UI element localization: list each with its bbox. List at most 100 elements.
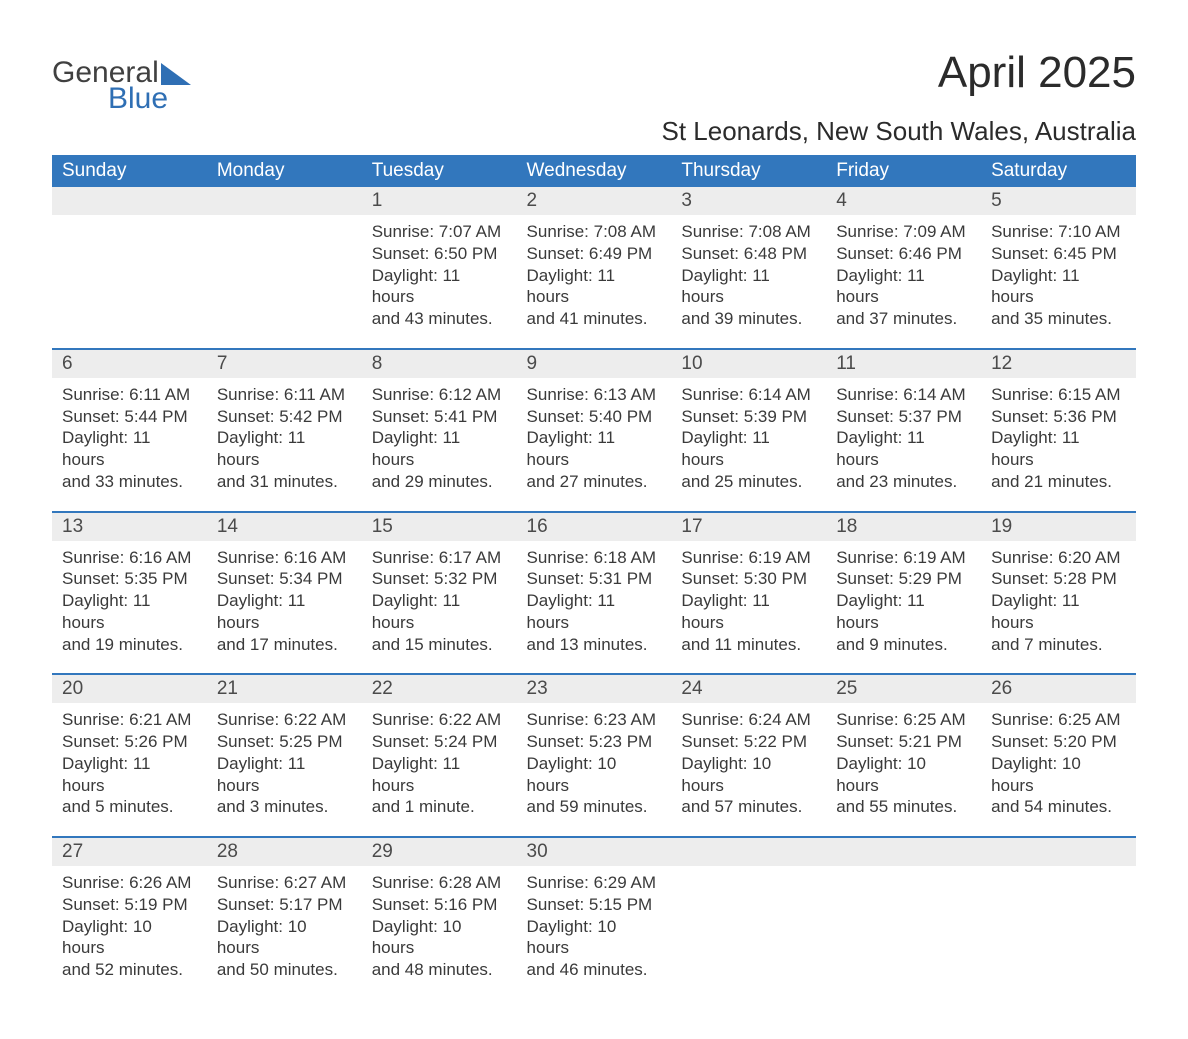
day-body-cell: Sunrise: 6:16 AMSunset: 5:35 PMDaylight:…: [52, 541, 207, 675]
daylight-text: and 48 minutes.: [372, 959, 507, 981]
sunset-text: Sunset: 5:17 PM: [217, 894, 352, 916]
daylight-text: Daylight: 11 hours: [836, 265, 971, 309]
daylight-text: Daylight: 11 hours: [62, 753, 197, 797]
day-number-cell: 5: [981, 187, 1136, 215]
daylight-text: and 52 minutes.: [62, 959, 197, 981]
daylight-text: and 19 minutes.: [62, 634, 197, 656]
daylight-text: and 41 minutes.: [527, 308, 662, 330]
day-number-cell: 24: [671, 674, 826, 703]
weekday-header: Saturday: [981, 155, 1136, 187]
sunrise-text: Sunrise: 6:15 AM: [991, 384, 1126, 406]
day-body-cell: Sunrise: 6:20 AMSunset: 5:28 PMDaylight:…: [981, 541, 1136, 675]
day-number-cell: 21: [207, 674, 362, 703]
sunrise-text: Sunrise: 6:19 AM: [836, 547, 971, 569]
day-body-cell: Sunrise: 7:08 AMSunset: 6:48 PMDaylight:…: [671, 215, 826, 349]
sunrise-text: Sunrise: 6:22 AM: [217, 709, 352, 731]
day-body-cell: Sunrise: 7:10 AMSunset: 6:45 PMDaylight:…: [981, 215, 1136, 349]
daylight-text: and 50 minutes.: [217, 959, 352, 981]
daylight-text: Daylight: 10 hours: [527, 753, 662, 797]
daylight-text: Daylight: 11 hours: [991, 427, 1126, 471]
day-body-cell: Sunrise: 6:25 AMSunset: 5:21 PMDaylight:…: [826, 703, 981, 837]
sunrise-text: Sunrise: 7:08 AM: [527, 221, 662, 243]
daylight-text: Daylight: 11 hours: [991, 590, 1126, 634]
day-body-cell: [671, 866, 826, 999]
daylight-text: Daylight: 11 hours: [836, 427, 971, 471]
week-row: Sunrise: 6:21 AMSunset: 5:26 PMDaylight:…: [52, 703, 1136, 837]
daylight-text: and 1 minute.: [372, 796, 507, 818]
day-body-cell: Sunrise: 6:15 AMSunset: 5:36 PMDaylight:…: [981, 378, 1136, 512]
daylight-text: Daylight: 10 hours: [62, 916, 197, 960]
weekday-header: Sunday: [52, 155, 207, 187]
daylight-text: and 13 minutes.: [527, 634, 662, 656]
sunset-text: Sunset: 5:41 PM: [372, 406, 507, 428]
sunset-text: Sunset: 5:31 PM: [527, 568, 662, 590]
daylight-text: Daylight: 11 hours: [527, 590, 662, 634]
sunrise-text: Sunrise: 6:13 AM: [527, 384, 662, 406]
day-number-cell: 23: [517, 674, 672, 703]
logo: General Blue: [52, 56, 191, 116]
daynum-row: 20212223242526: [52, 674, 1136, 703]
daylight-text: and 17 minutes.: [217, 634, 352, 656]
day-number-cell: 30: [517, 837, 672, 866]
day-number: 18: [836, 516, 857, 537]
daylight-text: Daylight: 10 hours: [836, 753, 971, 797]
daylight-text: Daylight: 11 hours: [217, 590, 352, 634]
daynum-row: 13141516171819: [52, 512, 1136, 541]
daylight-text: and 3 minutes.: [217, 796, 352, 818]
day-number-cell: 11: [826, 349, 981, 378]
day-number: 14: [217, 516, 238, 537]
day-number: 3: [681, 190, 692, 211]
day-body-cell: Sunrise: 7:07 AMSunset: 6:50 PMDaylight:…: [362, 215, 517, 349]
daylight-text: Daylight: 10 hours: [991, 753, 1126, 797]
sunrise-text: Sunrise: 6:11 AM: [62, 384, 197, 406]
daylight-text: and 57 minutes.: [681, 796, 816, 818]
day-number: 10: [681, 353, 702, 374]
day-number-cell: 22: [362, 674, 517, 703]
day-body-cell: Sunrise: 6:23 AMSunset: 5:23 PMDaylight:…: [517, 703, 672, 837]
header: General Blue April 2025 St Leonards, New…: [52, 48, 1136, 147]
day-body-cell: Sunrise: 6:17 AMSunset: 5:32 PMDaylight:…: [362, 541, 517, 675]
day-number: 15: [372, 516, 393, 537]
day-number-cell: 3: [671, 187, 826, 215]
sunrise-text: Sunrise: 6:28 AM: [372, 872, 507, 894]
daylight-text: Daylight: 10 hours: [527, 916, 662, 960]
daylight-text: Daylight: 10 hours: [372, 916, 507, 960]
day-number-cell: 7: [207, 349, 362, 378]
daylight-text: Daylight: 11 hours: [681, 265, 816, 309]
day-body-cell: Sunrise: 6:24 AMSunset: 5:22 PMDaylight:…: [671, 703, 826, 837]
day-body-cell: Sunrise: 6:19 AMSunset: 5:30 PMDaylight:…: [671, 541, 826, 675]
sunset-text: Sunset: 6:45 PM: [991, 243, 1126, 265]
day-body-cell: Sunrise: 7:08 AMSunset: 6:49 PMDaylight:…: [517, 215, 672, 349]
sunset-text: Sunset: 5:36 PM: [991, 406, 1126, 428]
daylight-text: and 37 minutes.: [836, 308, 971, 330]
daylight-text: and 15 minutes.: [372, 634, 507, 656]
sunset-text: Sunset: 5:25 PM: [217, 731, 352, 753]
sunset-text: Sunset: 5:37 PM: [836, 406, 971, 428]
day-number-cell: [826, 837, 981, 866]
day-body-cell: Sunrise: 6:11 AMSunset: 5:44 PMDaylight:…: [52, 378, 207, 512]
week-row: Sunrise: 6:11 AMSunset: 5:44 PM Daylight:…: [52, 378, 1136, 512]
daylight-text: and 9 minutes.: [836, 634, 971, 656]
day-number-cell: [981, 837, 1136, 866]
day-body-cell: Sunrise: 6:29 AMSunset: 5:15 PMDaylight:…: [517, 866, 672, 999]
weekday-header-row: Sunday Monday Tuesday Wednesday Thursday…: [52, 155, 1136, 187]
day-body-cell: Sunrise: 6:16 AMSunset: 5:34 PMDaylight:…: [207, 541, 362, 675]
sunset-text: Sunset: 5:24 PM: [372, 731, 507, 753]
day-number: 21: [217, 678, 238, 699]
day-number: 16: [527, 516, 548, 537]
day-number: 2: [527, 190, 538, 211]
sunrise-text: Sunrise: 6:14 AM: [681, 384, 816, 406]
sunset-text: Sunset: 5:44 PM: [62, 406, 197, 428]
day-body-cell: [207, 215, 362, 349]
day-body-cell: Sunrise: 7:09 AMSunset: 6:46 PMDaylight:…: [826, 215, 981, 349]
day-number: 1: [372, 190, 383, 211]
day-number-cell: 14: [207, 512, 362, 541]
day-body-cell: Sunrise: 6:22 AMSunset: 5:25 PMDaylight:…: [207, 703, 362, 837]
day-number-cell: 9: [517, 349, 672, 378]
sunset-text: Sunset: 5:32 PM: [372, 568, 507, 590]
day-number-cell: 17: [671, 512, 826, 541]
sunset-text: Sunset: 5:15 PM: [527, 894, 662, 916]
sunrise-text: Sunrise: 6:23 AM: [527, 709, 662, 731]
day-number: 20: [62, 678, 83, 699]
daylight-text: Daylight: 10 hours: [217, 916, 352, 960]
